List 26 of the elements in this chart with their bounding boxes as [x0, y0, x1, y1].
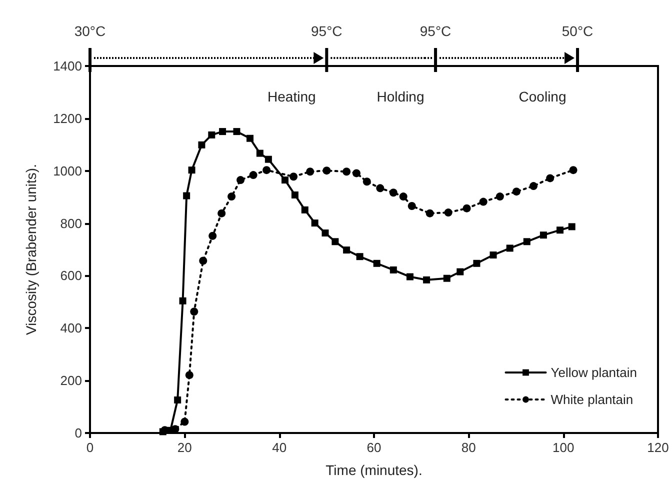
legend-label: White plantain	[550, 392, 634, 407]
legend-label: Yellow plantain	[550, 365, 638, 380]
ref-line-label: 95°C	[311, 23, 342, 39]
x-tick-label: 80	[461, 440, 476, 455]
y-tick-label: 0	[74, 426, 82, 440]
x-tick-label: 0	[86, 440, 94, 455]
x-tick-label: 100	[552, 440, 574, 455]
ref-line-label: 95°C	[420, 23, 452, 39]
x-tick-label: 20	[177, 440, 192, 455]
annotation: Heating	[268, 88, 316, 105]
y-tick-label: 800	[60, 216, 82, 231]
y-tick-label: 400	[60, 320, 82, 336]
annotation: Cooling	[518, 88, 566, 105]
x-tick-label: 40	[272, 440, 287, 455]
x-tick-label: 60	[366, 440, 382, 455]
y-axis-title: Viscosity (Brabender units).	[23, 164, 39, 335]
x-tick-label: 120	[647, 440, 669, 455]
annotation: Holding	[376, 88, 424, 105]
ref-line-label: 30°C	[74, 23, 106, 39]
x-axis-title: Time (minutes).	[326, 462, 422, 478]
y-tick-label: 1400	[53, 58, 82, 74]
y-tick-label: 600	[60, 268, 82, 284]
y-tick-label: 200	[60, 373, 82, 388]
y-tick-label: 1200	[53, 110, 82, 126]
y-tick-label: 1000	[53, 163, 82, 178]
ref-line-label: 50°C	[562, 23, 594, 39]
